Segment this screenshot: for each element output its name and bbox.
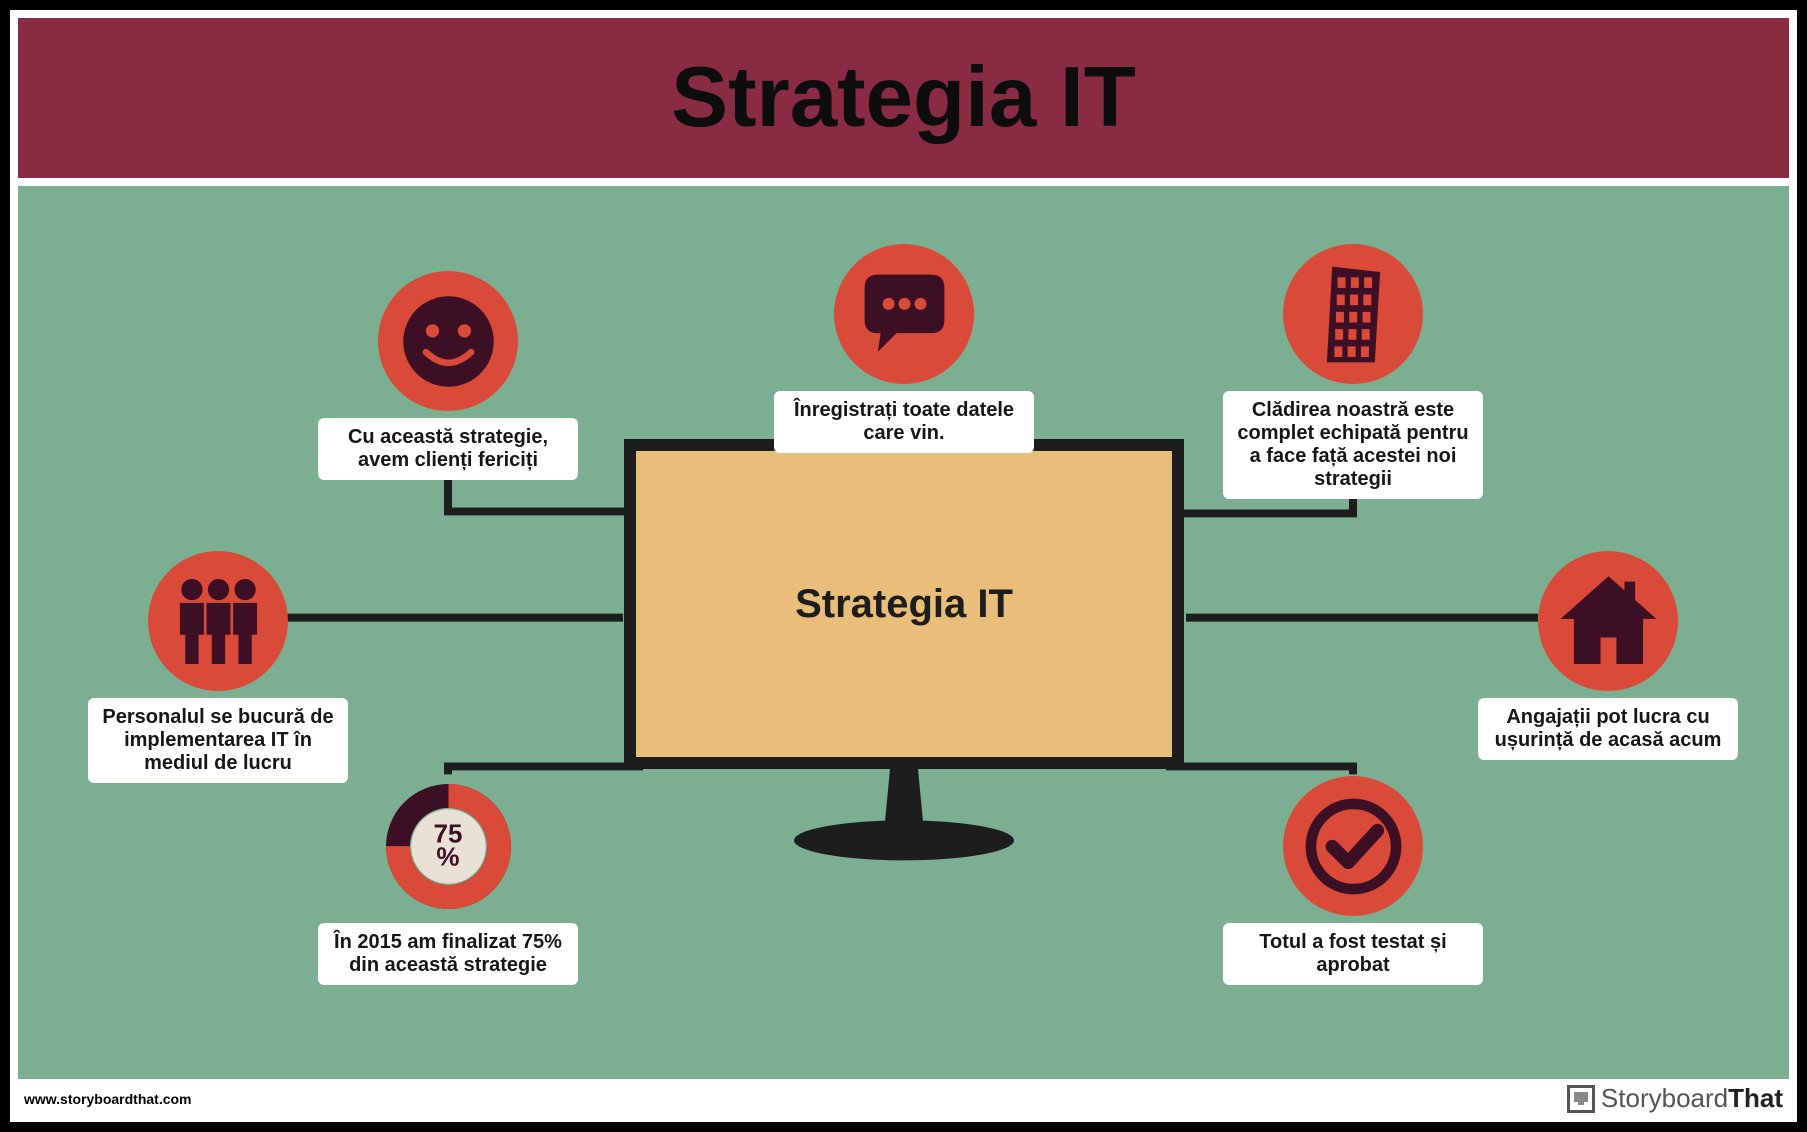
monitor-stand-icon	[794, 769, 1014, 883]
center-label: Strategia IT	[795, 582, 1013, 627]
connector-line	[1166, 766, 1353, 774]
chat-icon	[838, 248, 971, 381]
node-chat	[834, 244, 974, 384]
brand-suffix: That	[1728, 1083, 1783, 1113]
node-label-progress: În 2015 am finalizat 75% din această str…	[318, 923, 578, 985]
monitor-screen: Strategia IT	[624, 439, 1184, 769]
people-icon	[152, 555, 285, 688]
node-label-chat: Înregistrați toate datele care vin.	[774, 391, 1034, 453]
node-label-people: Personalul se bucură de implementarea IT…	[88, 698, 348, 783]
building-icon	[1287, 248, 1420, 381]
page-title-banner: Strategia IT	[18, 18, 1789, 178]
house-icon	[1542, 555, 1675, 688]
page-title: Strategia IT	[671, 49, 1136, 147]
infographic-frame: Strategia IT Strategia IT Cu această stra…	[0, 0, 1807, 1132]
node-people	[148, 551, 288, 691]
storyboard-logo-icon	[1567, 1085, 1595, 1113]
brand-prefix: Storyboard	[1601, 1083, 1728, 1113]
node-label-building: Clădirea noastră este complet echipată p…	[1223, 391, 1483, 499]
node-label-smiley: Cu această strategie, avem clienți feric…	[318, 418, 578, 480]
node-check	[1283, 776, 1423, 916]
footer: www.storyboardthat.com StoryboardThat	[10, 1079, 1797, 1122]
node-label-check: Totul a fost testat și aprobat	[1223, 923, 1483, 985]
diagram-canvas: Strategia IT Cu această strategie, avem c…	[18, 186, 1789, 1079]
footer-brand: StoryboardThat	[1567, 1083, 1783, 1114]
node-building	[1283, 244, 1423, 384]
check-icon	[1287, 780, 1420, 913]
footer-url: www.storyboardthat.com	[24, 1091, 192, 1107]
connector-line	[448, 766, 643, 774]
center-monitor: Strategia IT	[624, 439, 1184, 873]
node-house	[1538, 551, 1678, 691]
progress-value: 75%	[434, 823, 463, 870]
node-label-house: Angajații pot lucra cu ușurință de acasă…	[1478, 698, 1738, 760]
node-progress: 75%	[378, 776, 518, 916]
smiley-icon	[382, 275, 515, 408]
node-smiley	[378, 271, 518, 411]
